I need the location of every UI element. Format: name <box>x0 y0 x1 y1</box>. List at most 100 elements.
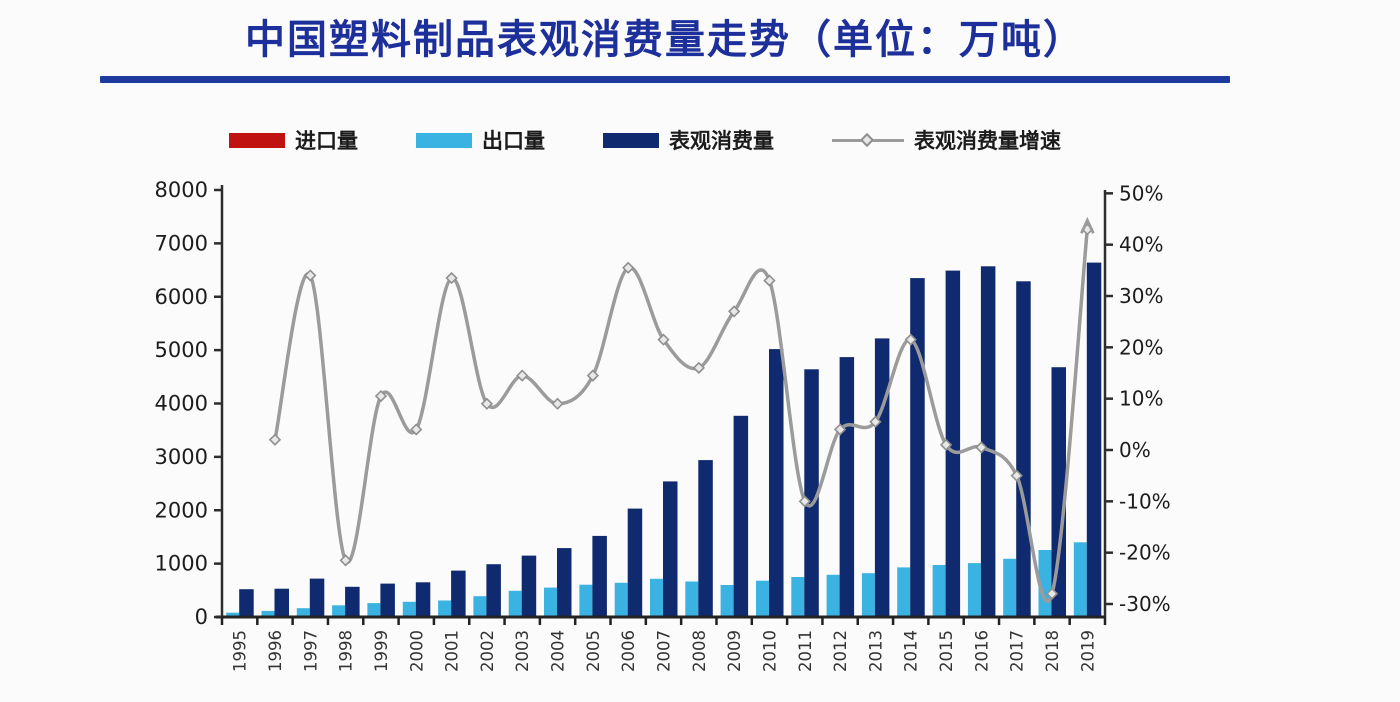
x-label-1997: 1997 <box>301 630 320 672</box>
growth-marker <box>339 554 352 567</box>
growth-marker <box>480 397 494 410</box>
right-tick-label: -20% <box>1119 541 1171 565</box>
bar-consumption-2018 <box>1051 367 1066 617</box>
growth-marker <box>939 438 953 451</box>
bar-consumption-2010 <box>769 349 784 617</box>
bar-consumption-2000 <box>415 582 431 617</box>
growth-marker <box>586 369 599 382</box>
bar-consumption-2002 <box>486 564 501 617</box>
growth-marker <box>410 423 423 436</box>
bar-consumption-1998 <box>345 586 360 617</box>
x-label-2001: 2001 <box>443 630 462 672</box>
bar-export-1995 <box>226 612 240 617</box>
right-tick-label: 40% <box>1119 233 1163 257</box>
x-label-2016: 2016 <box>972 630 991 672</box>
bar-export-1999 <box>367 603 381 617</box>
x-label-2017: 2017 <box>1008 630 1027 672</box>
legend-label-growth: 表观消费量增速 <box>914 129 1061 153</box>
left-tick-label: 4000 <box>155 392 208 416</box>
x-label-2013: 2013 <box>866 630 885 672</box>
growth-marker <box>622 261 635 274</box>
x-label-2009: 2009 <box>725 630 744 672</box>
consumption-swatch <box>603 132 659 148</box>
growth-marker <box>551 397 564 410</box>
growth-marker <box>268 433 282 446</box>
growth-marker <box>904 333 917 346</box>
x-label-2002: 2002 <box>478 630 497 672</box>
bar-export-2005 <box>579 584 593 617</box>
bar-consumption-2014 <box>910 278 925 617</box>
bar-consumption-1996 <box>274 588 289 617</box>
growth-line-icon <box>832 132 904 148</box>
x-label-2015: 2015 <box>937 630 956 672</box>
bar-export-2006 <box>614 582 628 617</box>
bar-export-2019 <box>1073 542 1087 617</box>
title-underline <box>100 76 1230 83</box>
x-label-2012: 2012 <box>831 630 850 672</box>
growth-marker <box>975 441 988 454</box>
bar-export-2011 <box>791 577 805 617</box>
left-tick-label: 3000 <box>155 445 208 469</box>
legend-label-import: 进口量 <box>295 129 358 153</box>
x-label-2011: 2011 <box>796 630 815 672</box>
bar-export-2010 <box>756 580 769 617</box>
export-swatch <box>416 132 472 148</box>
x-label-2003: 2003 <box>513 630 532 672</box>
right-tick-label: 0% <box>1119 438 1151 462</box>
x-label-2008: 2008 <box>690 630 709 672</box>
left-tick-label: 1000 <box>155 552 208 576</box>
bar-export-2016 <box>967 563 981 617</box>
bar-consumption-1999 <box>380 583 395 617</box>
growth-marker <box>374 389 388 403</box>
left-tick-label: 6000 <box>155 285 208 309</box>
x-label-2019: 2019 <box>1078 630 1097 672</box>
left-tick-label: 8000 <box>155 178 208 202</box>
growth-marker <box>869 415 882 428</box>
growth-marker <box>692 361 705 374</box>
x-label-1995: 1995 <box>231 630 250 672</box>
bar-export-2000 <box>402 601 416 617</box>
right-tick-label: 50% <box>1119 181 1163 205</box>
bar-export-2017 <box>1003 558 1017 617</box>
title-block: 中国塑料制品表观消费量走势（单位：万吨） <box>100 8 1230 86</box>
growth-marker <box>657 333 670 346</box>
bar-export-1998 <box>332 605 346 617</box>
bar-consumption-2017 <box>1016 281 1031 617</box>
bar-export-2012 <box>826 574 840 617</box>
growth-marker <box>1010 469 1023 482</box>
bar-consumption-1995 <box>239 589 254 617</box>
right-tick-label: 20% <box>1119 335 1163 359</box>
growth-marker <box>763 274 776 287</box>
x-label-2005: 2005 <box>584 630 603 672</box>
x-label-1998: 1998 <box>337 630 356 672</box>
legend-item-consumption: 表观消费量 <box>603 125 774 155</box>
growth-marker <box>516 369 529 382</box>
growth-marker <box>304 269 317 282</box>
growth-marker <box>728 305 741 318</box>
bar-consumption-2016 <box>980 266 996 617</box>
growth-marker <box>833 423 847 436</box>
bar-consumption-2004 <box>557 548 572 617</box>
legend-item-export: 出口量 <box>416 125 545 155</box>
bar-consumption-2001 <box>451 570 466 617</box>
bar-export-2002 <box>473 596 487 617</box>
bar-consumption-2008 <box>698 460 713 617</box>
left-tick-label: 5000 <box>155 338 208 362</box>
left-tick-label: 7000 <box>155 231 208 255</box>
bar-consumption-2013 <box>874 338 890 617</box>
bar-consumption-2006 <box>627 508 643 617</box>
right-tick-label: 10% <box>1119 387 1163 411</box>
x-label-2018: 2018 <box>1043 630 1062 672</box>
left-tick-label: 2000 <box>155 498 208 522</box>
x-label-2006: 2006 <box>619 630 638 672</box>
bar-export-2003 <box>508 590 522 617</box>
bar-export-2008 <box>685 581 699 617</box>
x-label-2007: 2007 <box>655 630 674 672</box>
bar-export-1996 <box>261 610 275 617</box>
growth-marker <box>1045 587 1059 600</box>
growth-rate-line <box>273 227 1090 604</box>
page-title: 中国塑料制品表观消费量走势（单位：万吨） <box>245 17 1085 63</box>
legend-item-import: 进口量 <box>229 125 358 155</box>
